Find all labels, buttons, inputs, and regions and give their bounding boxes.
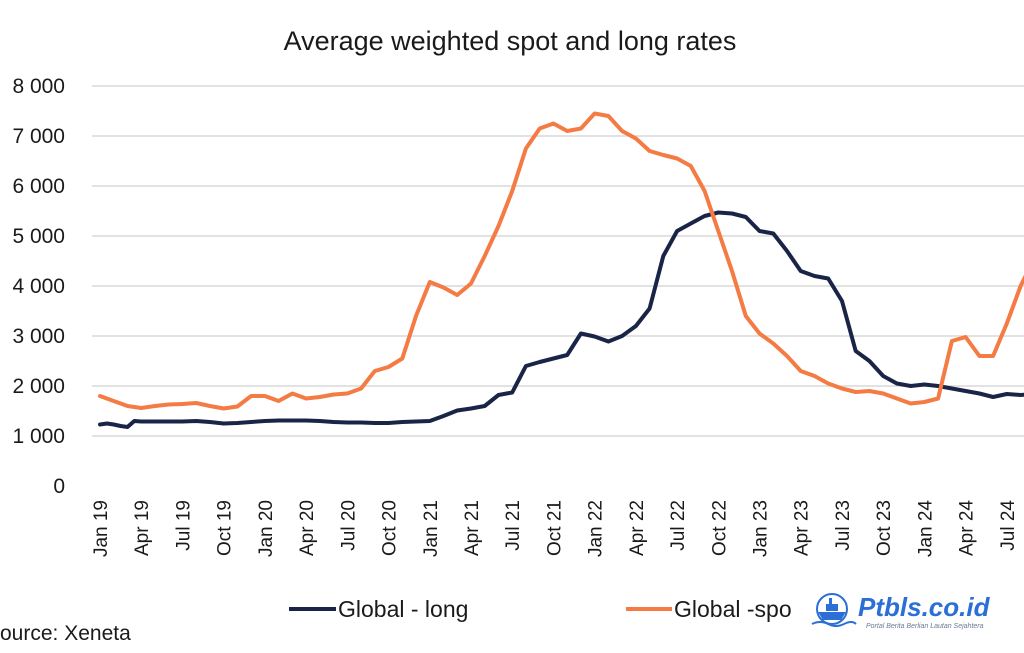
x-tick-label: Apr 22: [627, 500, 648, 556]
x-tick-label: Oct 23: [874, 500, 895, 556]
x-tick-label: Apr 19: [132, 500, 153, 556]
x-tick-label: Jul 24: [998, 500, 1019, 551]
x-tick-label: Apr 20: [297, 500, 318, 556]
x-axis-ticks: Jan 19 Apr 19 Jul 19 Oct 19 Jan 20 Apr 20 Jul …: [91, 500, 1019, 557]
series-lines: [98, 111, 1024, 429]
watermark-tagline: Portal Berita Berlian Lautan Sejahtera: [866, 623, 984, 630]
ship-icon: [811, 593, 857, 627]
x-tick-label: Apr 23: [792, 500, 813, 556]
watermark-logo: Ptbls.co.id Portal Berita Berlian Lautan…: [805, 590, 1024, 636]
series-line-global-long: [98, 210, 1024, 429]
x-tick-label: Jul 23: [833, 500, 854, 551]
x-tick-label: Apr 24: [957, 500, 978, 556]
chart-title: Average weighted spot and long rates: [284, 26, 737, 56]
y-tick-label: 1 000: [12, 425, 65, 448]
y-axis-ticks: 0 1 000 2 000 3 000 4 000 5 000 6 000 7 000 8 00…: [12, 75, 65, 498]
y-tick-label: 0: [53, 475, 65, 498]
x-tick-label: Oct 22: [709, 500, 730, 556]
x-tick-label: Oct 21: [544, 500, 565, 556]
y-tick-label: 6 000: [12, 175, 65, 198]
x-tick-label: Jan 20: [256, 500, 277, 557]
x-tick-label: Jan 24: [915, 500, 936, 557]
y-tick-label: 3 000: [12, 325, 65, 348]
x-tick-label: Oct 20: [380, 500, 401, 556]
x-tick-label: Jul 19: [173, 500, 194, 551]
x-tick-label: Jan 21: [421, 500, 442, 557]
series-line-global-spot: [98, 111, 1024, 411]
source-note: ource: Xeneta: [0, 622, 131, 645]
x-tick-label: Jul 21: [503, 500, 524, 551]
y-tick-label: 7 000: [12, 125, 65, 148]
legend-label-long: Global - long: [338, 596, 468, 622]
x-tick-label: Jul 22: [668, 500, 689, 551]
legend: Global - long Global -spo: [289, 596, 792, 622]
x-tick-label: Jul 20: [338, 500, 359, 551]
y-tick-label: 2 000: [12, 375, 65, 398]
x-tick-label: Jan 22: [586, 500, 607, 557]
gridlines: [92, 85, 1024, 437]
legend-label-spot: Global -spo: [674, 596, 792, 622]
x-tick-label: Jan 23: [751, 500, 772, 557]
y-tick-label: 4 000: [12, 275, 65, 298]
x-tick-label: Oct 19: [215, 500, 236, 556]
x-tick-label: Jan 19: [91, 500, 112, 557]
y-tick-label: 5 000: [12, 225, 65, 248]
watermark-brand: Ptbls.co.id: [858, 592, 991, 622]
x-tick-label: Apr 21: [462, 500, 483, 556]
y-tick-label: 8 000: [12, 75, 65, 98]
